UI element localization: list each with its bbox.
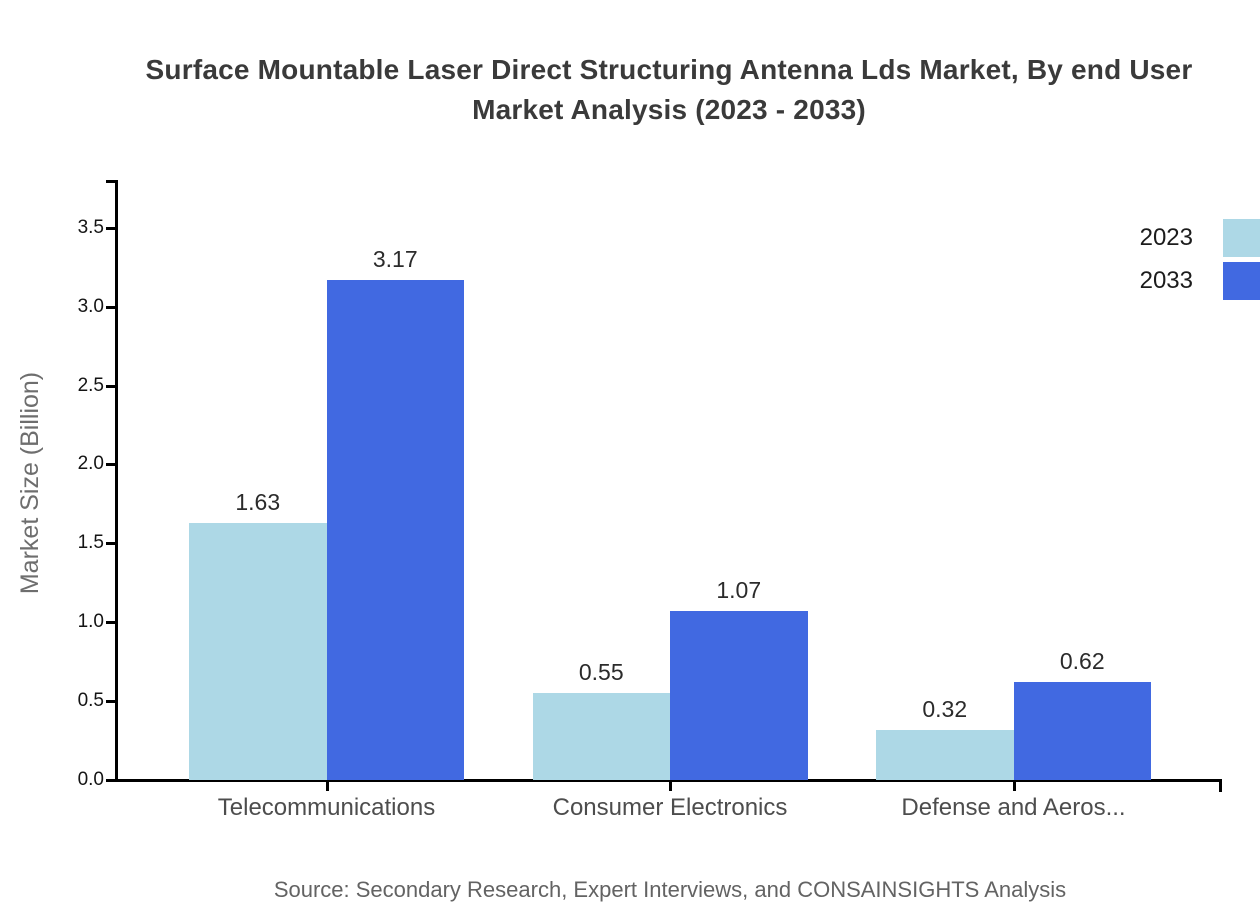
- y-tick-label: 3.5: [77, 216, 104, 238]
- y-tick: [106, 226, 115, 230]
- x-category-label: Consumer Electronics: [552, 794, 788, 821]
- bar-value-label: 0.62: [1059, 648, 1105, 675]
- chart-title-line1: Surface Mountable Laser Direct Structuri…: [145, 54, 1193, 85]
- x-category-label: Defense and Aeros...: [901, 794, 1126, 821]
- bar-2023-consumer-electronics: [532, 693, 670, 780]
- chart-title-line2: Market Analysis (2023 - 2033): [472, 94, 866, 125]
- bar-2023-defense-and-aeros: [876, 729, 1014, 780]
- legend-swatch-2033: [1223, 262, 1260, 300]
- x-category-label: Telecommunications: [217, 794, 436, 821]
- y-axis-end-cap: [106, 180, 115, 183]
- bar-value-label: 3.17: [372, 245, 418, 272]
- x-tick: [325, 782, 329, 791]
- x-axis-spine: [115, 779, 1222, 782]
- legend-entry-2023: 2023: [1140, 219, 1260, 257]
- bar-2023-telecommunications: [189, 522, 327, 780]
- y-tick: [106, 305, 115, 309]
- y-tick-label: 0.0: [77, 769, 104, 790]
- legend-label-2023: 2023: [1139, 224, 1193, 251]
- x-axis-end-cap: [1219, 779, 1222, 792]
- legend: 2023 2033: [1140, 219, 1260, 300]
- source-attribution: Source: Secondary Research, Expert Inter…: [273, 877, 1067, 902]
- y-tick-label: 2.5: [77, 374, 104, 396]
- legend-entry-2033: 2033: [1140, 262, 1260, 300]
- y-tick-label: 1.5: [77, 532, 104, 554]
- bar-value-label: 1.63: [235, 488, 281, 515]
- bar-value-label: 0.55: [578, 659, 624, 686]
- y-tick: [106, 700, 115, 704]
- legend-swatch-2023: [1223, 219, 1260, 257]
- y-tick: [106, 384, 115, 388]
- x-tick: [1012, 782, 1016, 791]
- y-tick: [106, 463, 115, 467]
- y-tick-label: 3.0: [77, 295, 104, 317]
- bar-2033-telecommunications: [326, 279, 464, 780]
- chart-title: Surface Mountable Laser Direct Structuri…: [80, 50, 1258, 130]
- legend-label-2033: 2033: [1139, 267, 1193, 294]
- y-tick: [106, 779, 115, 782]
- y-tick-label: 2.0: [77, 453, 104, 475]
- bar-2033-defense-and-aeros: [1013, 682, 1151, 780]
- bar-value-label: 0.32: [922, 695, 968, 722]
- y-tick-label: 1.0: [77, 611, 104, 633]
- bar-2033-consumer-electronics: [670, 611, 808, 780]
- y-tick-label: 0.5: [77, 690, 104, 712]
- y-tick: [106, 542, 115, 546]
- y-axis-spine: [115, 180, 118, 782]
- bar-value-label: 1.07: [716, 577, 762, 604]
- x-tick: [669, 782, 672, 791]
- y-tick: [106, 621, 115, 625]
